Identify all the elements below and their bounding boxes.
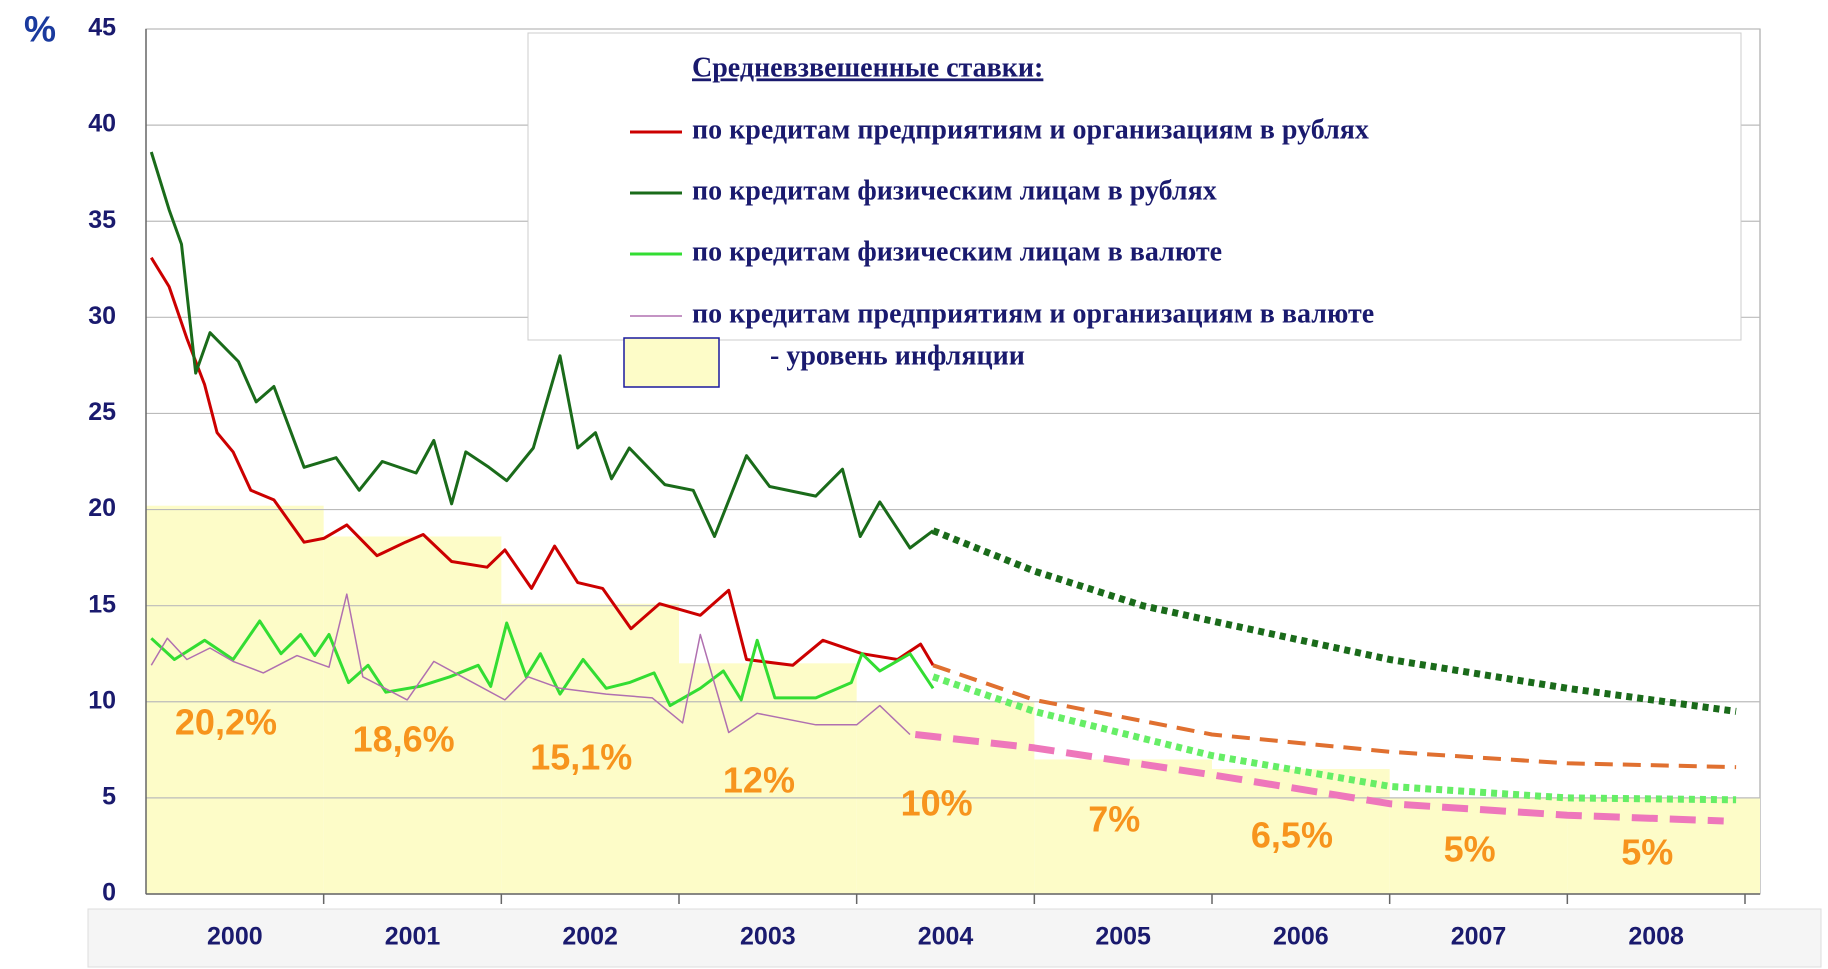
data-label: 6,5%: [1251, 815, 1333, 856]
legend-label: по кредитам предприятиям и организациям …: [692, 114, 1369, 145]
legend-title: Средневзвешенные ставки:: [692, 52, 1043, 83]
data-label: 12%: [723, 760, 795, 801]
x-tick-label: 2008: [1628, 923, 1684, 951]
y-tick-label: 15: [88, 590, 116, 618]
data-label: 5%: [1621, 832, 1673, 873]
legend-label: по кредитам предприятиям и организациям …: [692, 298, 1374, 329]
y-tick-label: 5: [102, 782, 116, 810]
series-line: [150, 619, 935, 708]
legend-swatch: [623, 337, 720, 388]
y-tick-label: 45: [88, 14, 116, 42]
x-tick-label: 2003: [740, 923, 796, 951]
x-tick-label: 2004: [918, 923, 974, 951]
x-tick-label: 2006: [1273, 923, 1329, 951]
series-line: [149, 151, 934, 550]
y-tick-label: 10: [88, 686, 116, 714]
y-tick-label: 25: [88, 398, 116, 426]
data-label: 10%: [901, 783, 973, 824]
forecast-line: [914, 731, 1724, 825]
y-tick-label: 20: [88, 494, 116, 522]
legend-label: по кредитам физическим лицам в рублях: [692, 175, 1217, 206]
forecast-line: [931, 673, 1737, 804]
data-label: 15,1%: [530, 737, 632, 778]
data-label: 18,6%: [353, 719, 455, 760]
series-line: [150, 593, 911, 736]
forecast-line: [932, 663, 1737, 770]
y-tick-label: 40: [88, 110, 116, 138]
x-tick-label: 2005: [1095, 923, 1151, 951]
inflation-bar: [1034, 759, 1212, 894]
inflation-bar: [323, 536, 502, 894]
inflation-bar: [501, 603, 679, 894]
series-line: [150, 256, 935, 667]
data-label: 5%: [1444, 829, 1496, 870]
y-axis-label: %: [24, 9, 56, 50]
x-tick-label: 2007: [1451, 923, 1507, 951]
data-label: 7%: [1088, 799, 1140, 840]
x-tick-label: 2000: [207, 923, 263, 951]
y-tick-label: 35: [88, 206, 116, 234]
legend-box: [527, 32, 1742, 341]
y-tick-label: 30: [88, 302, 116, 330]
x-axis-band: [87, 908, 1822, 968]
x-tick-label: 2002: [562, 923, 618, 951]
legend-label: - уровень инфляции: [770, 340, 1025, 371]
inflation-bar: [146, 505, 324, 894]
y-tick-label: 0: [102, 879, 116, 907]
x-tick-label: 2001: [385, 923, 441, 951]
data-label: 20,2%: [175, 702, 277, 743]
legend-label: по кредитам физическим лицам в валюте: [692, 236, 1222, 267]
